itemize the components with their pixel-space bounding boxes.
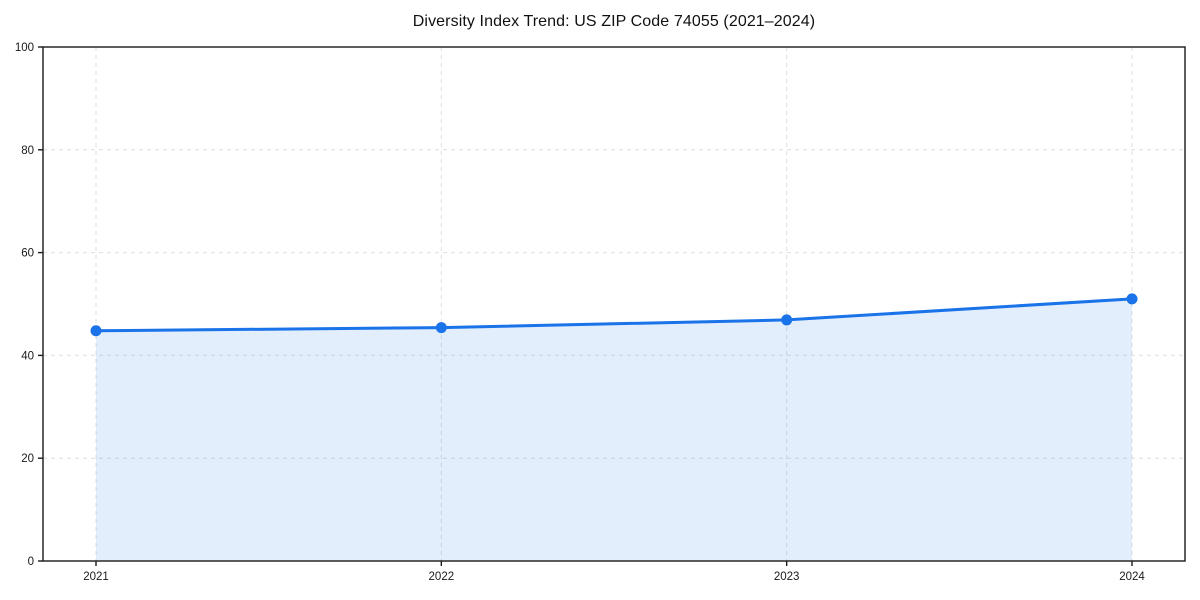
tick-label-layer: 0 20 40 60 80 100 2021 2022 2023 2024 <box>15 42 1146 583</box>
y-tick-label-40: 40 <box>21 350 34 362</box>
line-layer <box>94 297 1134 333</box>
data-point-2023 <box>781 314 793 326</box>
x-tick-label-2024: 2024 <box>1119 571 1145 583</box>
data-point-2021 <box>90 325 102 337</box>
data-point-2024 <box>1126 293 1138 305</box>
trend-area-fill <box>96 298 1132 561</box>
chart-title: Diversity Index Trend: US ZIP Code 74055… <box>412 13 816 30</box>
tick-layer <box>38 46 1133 566</box>
y-tick-label-80: 80 <box>21 145 34 157</box>
x-tick-label-2021: 2021 <box>83 571 109 583</box>
y-tick-label-0: 0 <box>28 556 34 568</box>
marker-layer <box>90 293 1138 337</box>
y-tick-label-60: 60 <box>21 248 34 260</box>
axes-layer <box>42 46 1186 562</box>
y-tick-label-20: 20 <box>21 453 34 465</box>
x-tick-label-2023: 2023 <box>774 571 800 583</box>
area-layer <box>96 298 1132 561</box>
y-tick-label-100: 100 <box>15 42 34 54</box>
x-tick-label-2022: 2022 <box>429 571 455 583</box>
data-point-2022 <box>435 322 447 334</box>
plot-border <box>42 46 1186 562</box>
trend-line-diversity-index <box>94 297 1134 333</box>
